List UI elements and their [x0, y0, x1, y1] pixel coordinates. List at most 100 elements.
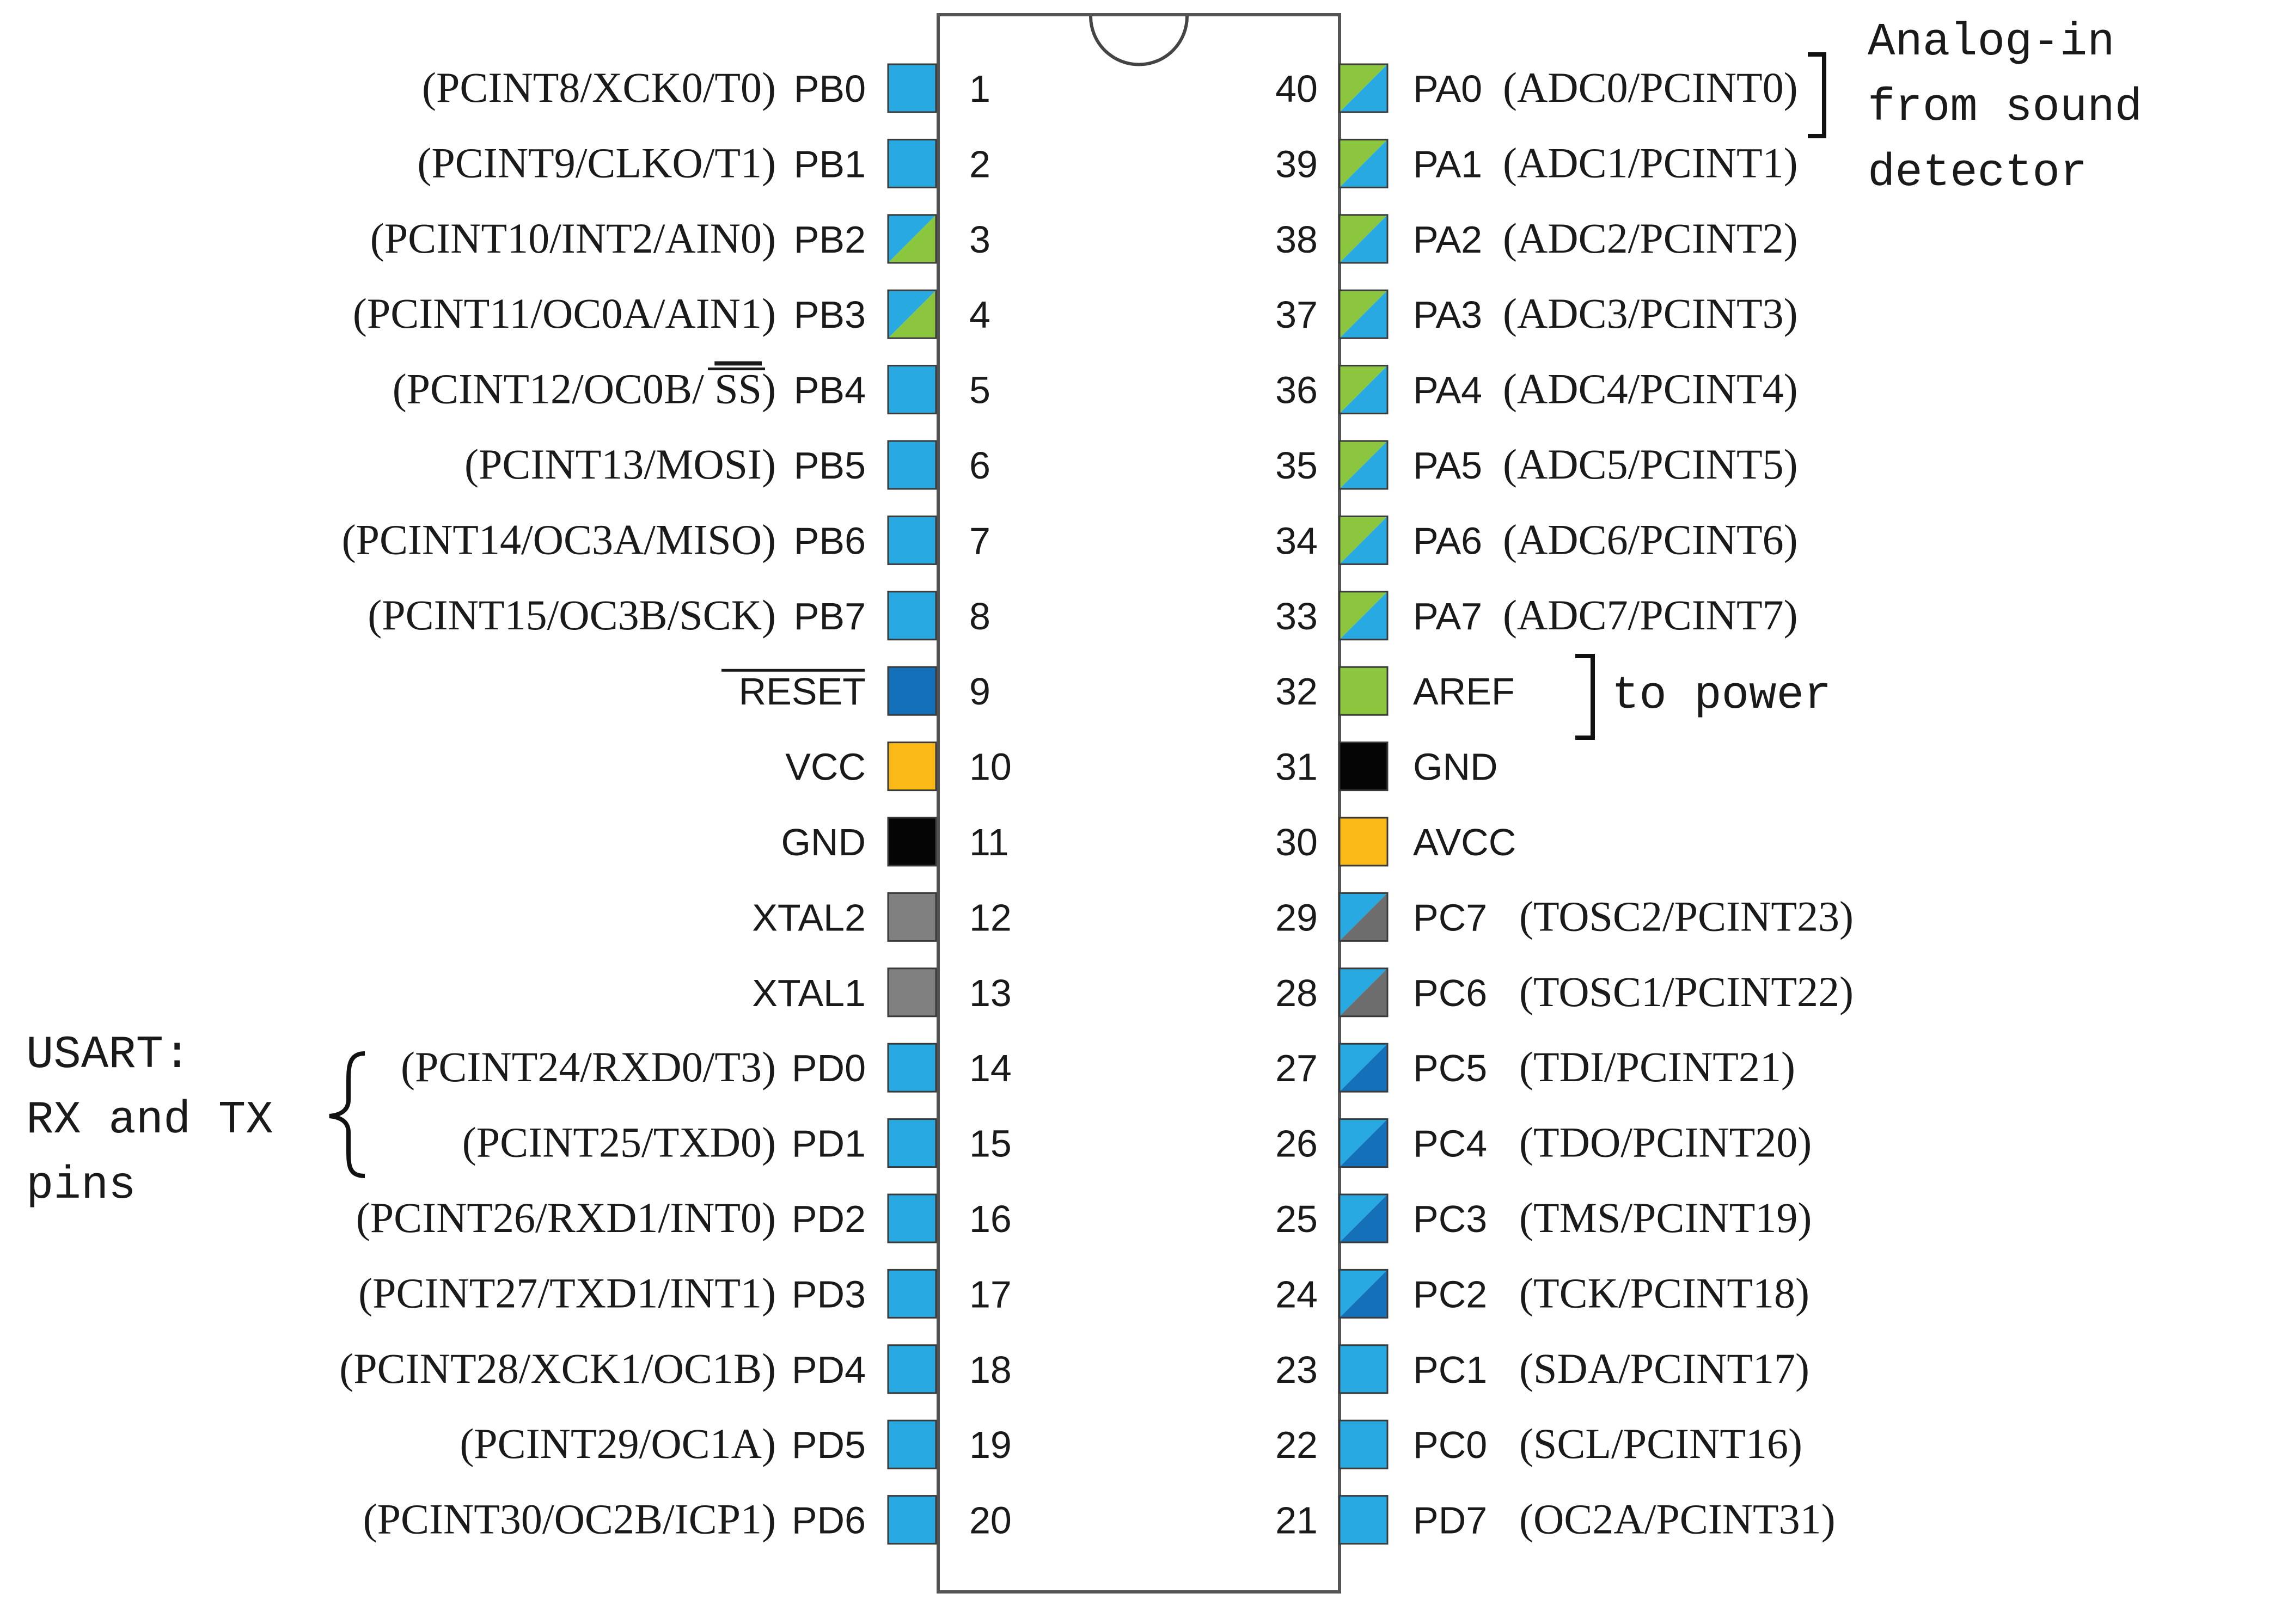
pin-pad-fill — [1340, 1345, 1387, 1393]
pin-14: 14 PD0 (PCINT24/RXD0/T3) — [401, 1043, 1012, 1093]
pin-5: 5 PB4 (PCINT12/OC0B/ SS) — [393, 365, 990, 415]
pin-6: 6 PB5 (PCINT13/MOSI) — [464, 440, 990, 490]
pin-pad-part — [1340, 365, 1387, 414]
pin-pad-fill — [888, 968, 936, 1016]
pin-name: VCC — [785, 746, 866, 788]
pin-pad-border — [887, 666, 937, 716]
pin-name: PA2 — [1413, 218, 1482, 261]
pin-number: 33 — [1275, 595, 1318, 638]
pin-name: GND — [781, 821, 866, 863]
pin-name: XTAL1 — [752, 972, 866, 1014]
alt-overline-part: SS — [714, 365, 762, 413]
pin-name: PB3 — [794, 293, 866, 336]
pin-number: 13 — [969, 972, 1012, 1014]
pin-pad-fill — [888, 1345, 936, 1393]
pin-name: PA4 — [1413, 369, 1482, 412]
pin-pad-fill — [888, 516, 936, 565]
pin-10: 10 VCC — [785, 741, 1012, 792]
pin-pad-border — [887, 1043, 937, 1093]
pin-39: 39 PA1 (ADC1/PCINT1) — [1275, 138, 1798, 188]
pin-name: PC6 — [1413, 972, 1487, 1014]
pin-pad-border — [1338, 1419, 1389, 1469]
pin-pad-border — [1338, 741, 1389, 792]
pin-name: PB2 — [794, 218, 866, 261]
pin-name: PD2 — [792, 1198, 866, 1240]
pin-name: PD6 — [792, 1499, 866, 1542]
pin-pad-part — [1340, 441, 1387, 489]
pin-pad-fill — [888, 1194, 936, 1242]
pin-number: 29 — [1275, 896, 1318, 939]
pin-number: 12 — [969, 896, 1012, 939]
pin-pad-part — [1340, 1119, 1387, 1167]
pin-17: 17 PD3 (PCINT27/TXD1/INT1) — [358, 1268, 1012, 1319]
pin-35: 35 PA5 (ADC5/PCINT5) — [1275, 440, 1798, 490]
power-note: to power — [1612, 670, 1831, 722]
pin-pad-fill — [888, 139, 936, 188]
pin-27: 27 PC5 (TDI/PCINT21) — [1275, 1043, 1795, 1093]
pin-8: 8 PB7 (PCINT15/OC3B/SCK) — [368, 591, 990, 641]
pin-26: 26 PC4 (TDO/PCINT20) — [1275, 1118, 1812, 1168]
pin-pad-border — [887, 591, 937, 641]
pin-16: 16 PD2 (PCINT26/RXD1/INT0) — [356, 1193, 1012, 1243]
pin-pad-fill — [1340, 1496, 1387, 1544]
pin-29: 29 PC7 (TOSC2/PCINT23) — [1275, 892, 1854, 942]
pin-pad-border — [1338, 967, 1389, 1018]
pin-number: 8 — [969, 595, 990, 638]
left-pin-group: 1 PB0 (PCINT8/XCK0/T0) 2 PB1 (PCINT9/CLKO/T1)… — [339, 63, 1012, 1545]
pin-pad-fill — [888, 1044, 936, 1092]
pin-pad-part — [1340, 516, 1387, 565]
pin-alt-function: (ADC7/PCINT7) — [1503, 591, 1798, 639]
pin-pad-border — [887, 892, 937, 942]
pin-1: 1 PB0 (PCINT8/XCK0/T0) — [422, 63, 990, 113]
pin-pad-border — [887, 817, 937, 867]
pin-4: 4 PB3 (PCINT11/OC0A/AIN1) — [353, 289, 990, 339]
analog-note-line-2: from sound — [1868, 82, 2142, 134]
pin-alt-function: (ADC1/PCINT1) — [1503, 139, 1798, 186]
pin-alt-function: (OC2A/PCINT31) — [1519, 1496, 1836, 1543]
pin-pad-border — [1338, 440, 1389, 490]
chip-body — [937, 13, 1341, 1594]
pin-pad-border — [887, 515, 937, 565]
pin-pad-border — [1338, 817, 1389, 867]
pin-pad-fill — [888, 742, 936, 790]
pin-name: PC2 — [1413, 1273, 1487, 1315]
pin-pad-fill — [888, 441, 936, 489]
pin-pad-fill — [888, 64, 936, 112]
pin-alt-function: (TDO/PCINT20) — [1519, 1119, 1812, 1166]
pin-name: PB6 — [794, 519, 866, 562]
pin-pad-border — [1338, 365, 1389, 415]
pin-alt-function: (TMS/PCINT19) — [1519, 1194, 1812, 1241]
pin-name: AREF — [1413, 670, 1515, 713]
pin-alt-function: (PCINT13/MOSI) — [464, 440, 776, 488]
pin-25: 25 PC3 (TMS/PCINT19) — [1275, 1193, 1812, 1243]
pin-2: 2 PB1 (PCINT9/CLKO/T1) — [417, 138, 990, 188]
pin-alt-function: (PCINT25/TXD0) — [462, 1119, 776, 1166]
pin-number: 4 — [969, 293, 990, 336]
pin-number: 5 — [969, 369, 990, 412]
pin-name: PC4 — [1413, 1123, 1487, 1165]
pin-pad-fill — [888, 1420, 936, 1469]
pin-name: GND — [1413, 746, 1498, 788]
pin-number: 6 — [969, 444, 990, 487]
pin-alt-function: (TDI/PCINT21) — [1519, 1043, 1795, 1090]
pin-pad-part — [1340, 591, 1387, 640]
pin-12: 12 XTAL2 — [752, 892, 1012, 942]
pin-pad-fill — [1340, 818, 1387, 866]
usart-brace — [329, 1051, 365, 1178]
pin-number: 27 — [1275, 1047, 1318, 1089]
pin-pad-border — [1338, 515, 1389, 565]
pin-alt-function: (ADC0/PCINT0) — [1503, 64, 1798, 111]
pin-9: 9 RESET — [721, 666, 990, 716]
pin-pad-border — [1338, 214, 1389, 264]
pin-pad-part — [888, 290, 936, 339]
pin-pad-part — [1340, 893, 1387, 941]
pin-pad-border — [1338, 892, 1389, 942]
pin-number: 14 — [969, 1047, 1012, 1089]
pin-name: PC7 — [1413, 896, 1487, 939]
pin-number: 39 — [1275, 143, 1318, 185]
pin-number: 18 — [969, 1349, 1012, 1391]
pin-name: PD4 — [792, 1349, 866, 1391]
pin-pad-border — [1338, 63, 1389, 113]
pin-number: 32 — [1275, 670, 1318, 713]
